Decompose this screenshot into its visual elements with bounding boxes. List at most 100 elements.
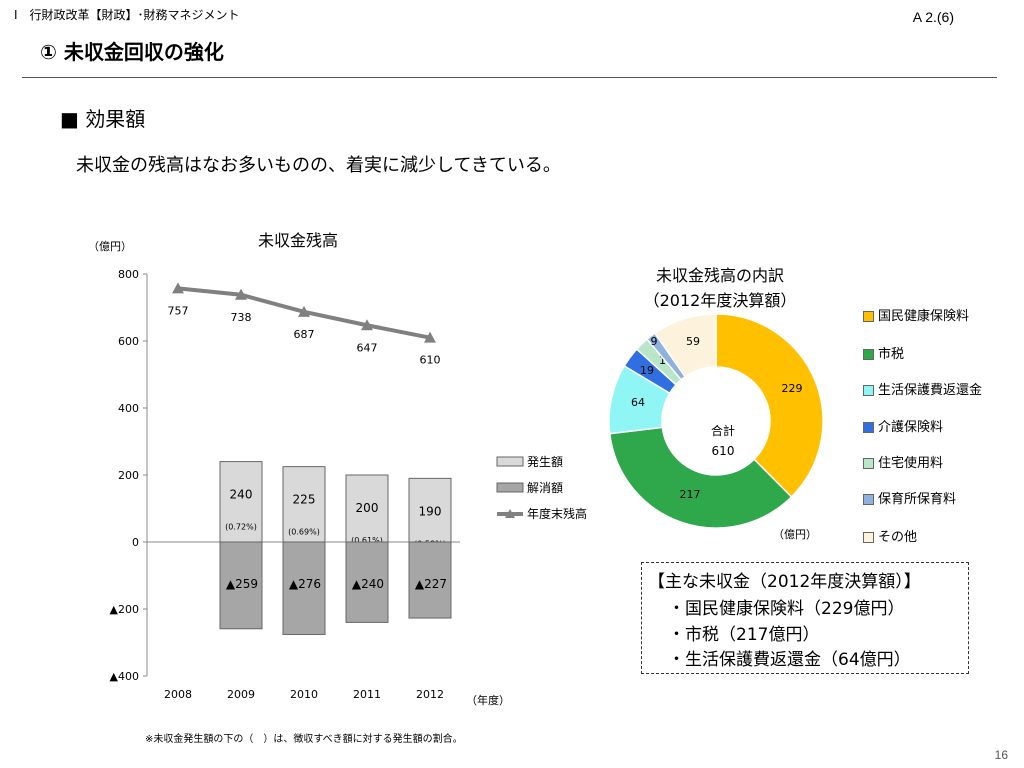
bar-ratio-label: (0.72%) [225,523,257,532]
effect-heading: ■ 効果額 [60,107,146,131]
page-code: A 2.(6) [912,9,954,25]
balance-marker [235,288,247,300]
legend-label-resolved: 解消額 [527,481,563,495]
main-receivables-title: 【主な未収金（2012年度決算額）】 [648,572,921,592]
pie-legend-label: 介護保険料 [878,420,944,435]
pie-slice-label: 9 [651,335,658,348]
pie-center-label: 合計 [711,423,735,438]
pie-legend-label: 市税 [878,347,905,362]
section-header: Ⅰ 行財政改革【財政】･財務マネジメント [14,8,240,22]
page-title: ① 未収金回収の強化 [40,40,224,64]
bar-ratio-label: (0.61%) [351,536,383,545]
bar-issued-label: 200 [356,501,379,515]
pie-legend-item: 市税 [863,343,904,362]
bar-issued [282,466,326,543]
pie-legend-label: その他 [878,530,918,545]
main-receivable-item: ・国民健康保険料（229億円） [668,599,905,619]
x-tick-label: 2008 [164,688,192,701]
balance-marker [172,282,184,294]
bar-resolved [408,541,452,619]
legend-label-balance: 年度末残高 [527,506,587,521]
y-tick-label: 0 [132,536,139,549]
balance-value-label: 757 [168,304,189,317]
x-tick-label: 2009 [227,688,255,701]
bar-issued-label: 190 [419,504,442,518]
y-tick-label: ▲400 [110,670,139,683]
balance-marker [424,331,436,343]
y-tick-label: 800 [118,268,139,281]
pie-slice [715,313,824,498]
x-tick-label: 2011 [353,688,381,701]
y-tick-label: 200 [118,469,139,482]
pie-slice-label: 19 [640,364,654,377]
pie-slice-label: 59 [686,335,700,348]
pie-legend-swatch [863,311,874,322]
pie-slice-label: 229 [782,382,803,395]
pie-unit-label: （億円） [773,528,817,541]
bar-issued [345,474,389,543]
pie-legend-label: 生活保護費返還金 [878,383,983,398]
bar-ratio-label: (0.69%) [288,528,320,537]
y-tick-label: ▲200 [110,603,139,616]
pie-legend-label: 保育所保育料 [878,492,957,507]
legend-swatch-issued [496,456,524,467]
main-receivable-item: ・生活保護費返還金（64億円） [668,650,911,670]
pie-slice [653,313,717,378]
pie-legend-swatch [863,494,874,505]
pie-legend-item: その他 [863,526,917,545]
balance-value-label: 647 [357,341,378,354]
bar-resolved [219,541,263,630]
main-receivable-item: ・市税（217億円） [668,625,820,645]
pie-legend-swatch [863,532,874,543]
pie-slice-label: 217 [680,488,701,501]
bar-resolved [345,541,389,623]
y-tick-label: 400 [118,402,139,415]
pie-legend-label: 国民健康保険料 [878,309,970,324]
pie-legend-label: 住宅使用料 [878,456,944,471]
page-number: 16 [994,748,1008,762]
bar-chart-title: 未収金残高 [258,231,339,250]
bar-issued-label: 225 [293,493,316,507]
legend-swatch-resolved [496,482,524,493]
bar-resolved-label: ▲227 [415,577,447,591]
pie-legend-swatch [863,422,874,433]
x-tick-label: 2010 [290,688,318,701]
pie-legend-swatch [863,458,874,469]
pie-legend-swatch [863,349,874,360]
pie-center-value: 610 [712,444,735,458]
x-tick-label: 2012 [416,688,444,701]
x-axis-label: （年度） [466,693,510,707]
summary-text: 未収金の残高はなお多いものの、着実に減少してきている。 [76,155,561,176]
pie-legend-item: 保育所保育料 [863,488,956,507]
y-tick-label: 600 [118,335,139,348]
bar-resolved-label: ▲276 [289,577,321,591]
bar-issued-label: 240 [230,488,253,502]
balance-value-label: 687 [294,328,315,341]
y-axis-label: （億円） [88,240,132,253]
bar-resolved-label: ▲259 [226,577,258,591]
bar-issued [408,477,452,543]
balance-value-label: 610 [420,354,441,367]
balance-value-label: 738 [231,311,252,324]
pie-chart-subtitle: （2012年度決算額） [643,291,797,310]
main-receivables-box [641,562,969,674]
balance-marker [361,319,373,331]
pie-chart-title: 未収金残高の内訳 [655,266,784,285]
pie-legend-item: 国民健康保険料 [863,305,969,324]
legend-label-issued: 発生額 [527,455,563,469]
legend-marker-balance [505,509,515,518]
pie-legend-swatch [863,385,874,396]
pie-slice-label: 64 [631,396,645,409]
pie-legend-item: 住宅使用料 [863,452,943,471]
bar-resolved [282,541,326,635]
bar-resolved-label: ▲240 [352,577,384,591]
bar-issued [219,461,263,543]
pie-slice [608,426,793,529]
balance-marker [298,305,310,317]
pie-legend-item: 生活保護費返還金 [863,379,982,398]
pie-legend-item: 介護保険料 [863,416,943,435]
footnote: ※未収金発生額の下の（ ）は、徴収すべき額に対する発生額の割合。 [145,734,463,745]
title-divider [22,77,997,78]
